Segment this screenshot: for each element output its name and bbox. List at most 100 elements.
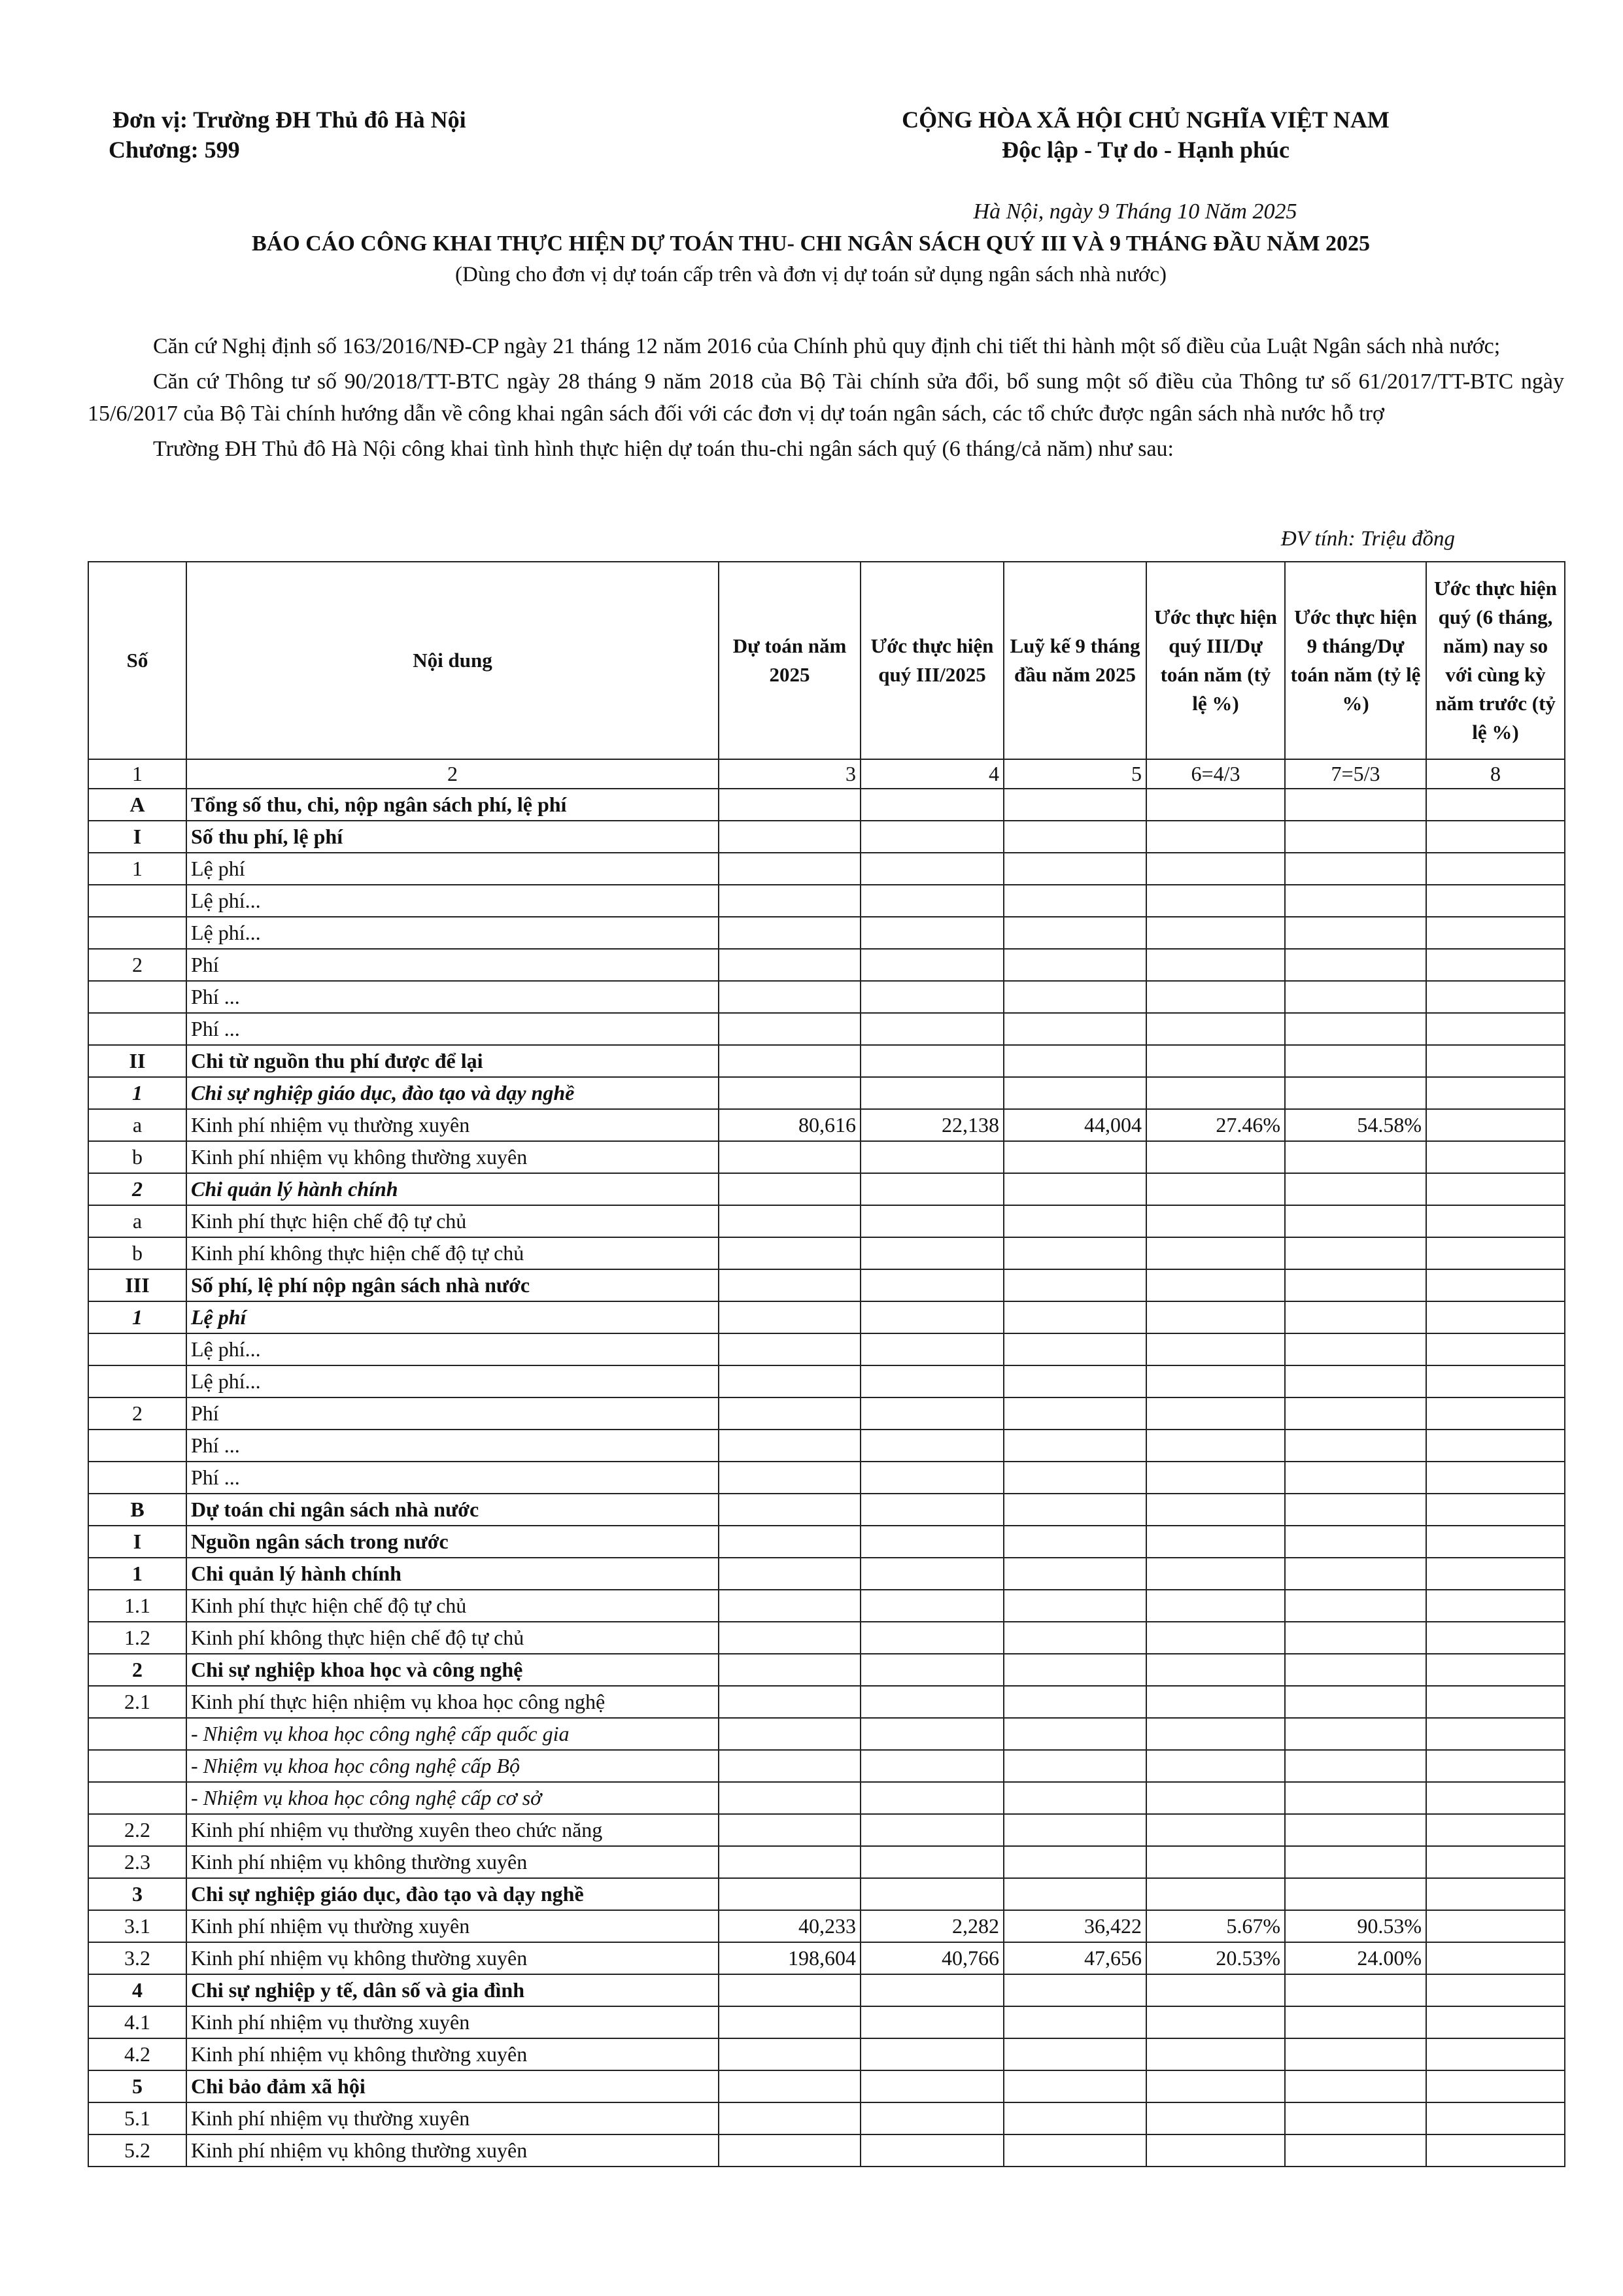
table-row: 4 Chi sự nghiệp y tế, dân số và gia đình (88, 1974, 1565, 2007)
table-row: Lệ phí... (88, 1365, 1565, 1398)
value-cell (1426, 1781, 1565, 1815)
table-row: 3 Chi sự nghiệp giáo dục, đào tạo và dạy … (88, 1877, 1565, 1911)
value-cell (1146, 2038, 1286, 2071)
value-cell (1426, 1653, 1565, 1687)
value-cell (1284, 1974, 1427, 2007)
value-cell (1003, 1557, 1147, 1590)
value-cell (1426, 1333, 1565, 1366)
row-number: I (88, 820, 187, 853)
value-cell (718, 2102, 861, 2135)
value-cell (1426, 2070, 1565, 2103)
table-row: a Kinh phí thực hiện chế độ tự chủ (88, 1205, 1565, 1238)
value-cell (1003, 1653, 1147, 1687)
row-number: 5.1 (88, 2102, 187, 2135)
value-cell (1426, 852, 1565, 885)
value-cell (1003, 1525, 1147, 1558)
row-content: Số phí, lệ phí nộp ngân sách nhà nước (186, 1269, 719, 1302)
row-number: 2 (88, 1653, 187, 1687)
value-cell (860, 884, 1004, 917)
value-cell (860, 1813, 1004, 1847)
value-cell (860, 788, 1004, 821)
column-header: Nội dung (186, 561, 719, 760)
value-cell (1146, 1813, 1286, 1847)
row-content: Lệ phí... (186, 916, 719, 950)
row-number (88, 916, 187, 950)
value-cell (860, 948, 1004, 982)
value-cell (1284, 884, 1427, 917)
row-content: Kinh phí nhiệm vụ không thường xuyên (186, 1845, 719, 1879)
table-row: - Nhiệm vụ khoa học công nghệ cấp cơ sở (88, 1781, 1565, 1815)
value-cell (1426, 1621, 1565, 1654)
value-cell (860, 1397, 1004, 1430)
table-row: 1.1 Kinh phí thực hiện chế độ tự chủ (88, 1589, 1565, 1622)
table-row: B Dự toán chi ngân sách nhà nước (88, 1493, 1565, 1526)
value-cell (860, 1653, 1004, 1687)
value-cell (860, 1974, 1004, 2007)
table-row: 2.3 Kinh phí nhiệm vụ không thường xuyên (88, 1845, 1565, 1879)
value-cell (718, 1717, 861, 1751)
row-number: 3 (88, 1877, 187, 1911)
table-row: b Kinh phí nhiệm vụ không thường xuyên (88, 1140, 1565, 1174)
row-number: 1 (88, 1301, 187, 1334)
value-cell (1146, 1205, 1286, 1238)
row-content: Kinh phí nhiệm vụ không thường xuyên (186, 1140, 719, 1174)
value-cell (718, 2134, 861, 2167)
value-cell (1003, 1621, 1147, 1654)
column-header: Ước thực hiện quý (6 tháng, năm) nay so … (1426, 561, 1565, 760)
value-cell (1284, 852, 1427, 885)
value-cell (1284, 1461, 1427, 1494)
value-cell (1146, 1589, 1286, 1622)
value-cell (1426, 1269, 1565, 1302)
value-cell (1284, 2038, 1427, 2071)
column-header: Ước thực hiện quý III/Dự toán năm (tỷ lệ… (1146, 561, 1286, 760)
value-cell (1003, 1877, 1147, 1911)
value-cell (1284, 1237, 1427, 1270)
row-content: Phí (186, 948, 719, 982)
value-cell (1003, 2134, 1147, 2167)
value-cell (1426, 788, 1565, 821)
table-row: 3.1 Kinh phí nhiệm vụ thường xuyên 40,233 2… (88, 1910, 1565, 1943)
value-cell (718, 1557, 861, 1590)
row-content: Số thu phí, lệ phí (186, 820, 719, 853)
value-cell (860, 1140, 1004, 1174)
value-cell (860, 1749, 1004, 1783)
column-number: 8 (1426, 759, 1565, 789)
table-row: 1 Chi quản lý hành chính (88, 1557, 1565, 1590)
value-cell (1426, 1108, 1565, 1142)
row-content: Chi sự nghiệp giáo dục, đào tạo và dạy n… (186, 1877, 719, 1911)
value-cell (1284, 1877, 1427, 1911)
value-cell (1146, 1685, 1286, 1719)
value-cell (1426, 1589, 1565, 1622)
column-number: 3 (718, 759, 861, 789)
table-row: Phí ... (88, 1461, 1565, 1494)
table-row: b Kinh phí không thực hiện chế độ tự chủ (88, 1237, 1565, 1270)
value-cell (1426, 1845, 1565, 1879)
report-table: Số Nội dung Dự toán năm 2025 Ước thực hiện … (88, 561, 1565, 2167)
value-cell (1146, 1845, 1286, 1879)
value-cell (718, 1397, 861, 1430)
value-cell (1003, 1493, 1147, 1526)
row-content: Phí ... (186, 1461, 719, 1494)
value-cell (1146, 1237, 1286, 1270)
row-number: 1 (88, 1076, 187, 1110)
subtitle: (Dùng cho đơn vị dự toán cấp trên và đơn… (455, 263, 1167, 286)
row-content: Kinh phí thực hiện chế độ tự chủ (186, 1205, 719, 1238)
value-cell (1146, 1269, 1286, 1302)
value-cell (1426, 820, 1565, 853)
value-cell (1146, 1333, 1286, 1366)
value-cell (1003, 1397, 1147, 1430)
row-number: 4.2 (88, 2038, 187, 2071)
value-cell (718, 1525, 861, 1558)
value-cell (1003, 1301, 1147, 1334)
value-cell (1146, 1717, 1286, 1751)
value-cell (1426, 1493, 1565, 1526)
value-cell (1146, 1461, 1286, 1494)
value-cell (1426, 1942, 1565, 1975)
value-cell (1003, 916, 1147, 950)
value-cell (1426, 1525, 1565, 1558)
row-number: 2 (88, 1173, 187, 1206)
value-cell (1003, 1269, 1147, 1302)
value-cell (1003, 1749, 1147, 1783)
value-cell (1003, 1076, 1147, 1110)
value-cell (1003, 1140, 1147, 1174)
